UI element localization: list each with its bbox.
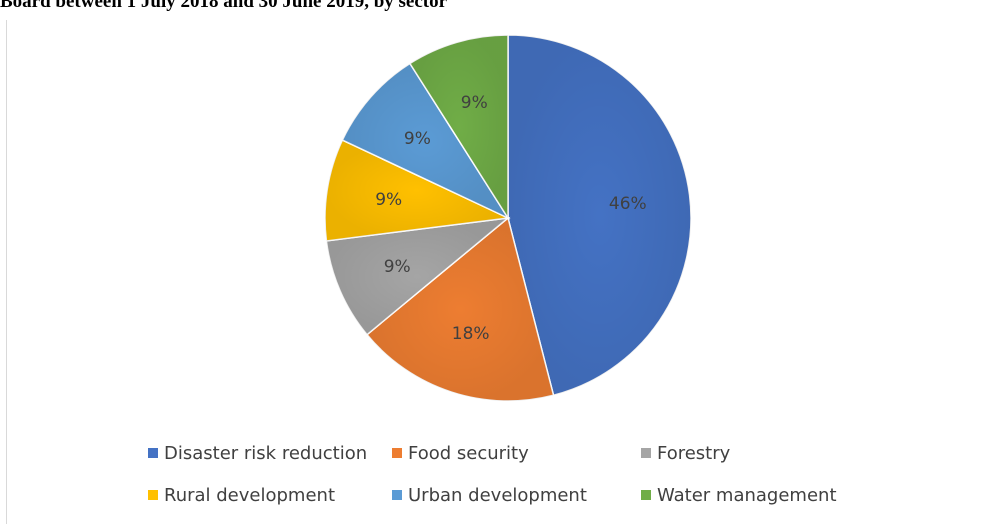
pie-data-labels: 46% 18% 9% 9% 9% 9% xyxy=(375,93,646,344)
data-label-disaster-risk-reduction: 46% xyxy=(609,194,647,214)
legend-item-rural-development: Rural development xyxy=(148,482,335,508)
legend-label: Urban development xyxy=(408,484,587,506)
pie-slices xyxy=(324,34,692,402)
pie-slice-shading xyxy=(324,140,508,241)
legend-label: Forestry xyxy=(657,442,731,464)
legend-item-urban-development: Urban development xyxy=(392,482,587,508)
pie-slice-shading xyxy=(508,35,691,396)
legend-swatch xyxy=(641,490,651,500)
chart-frame-border xyxy=(6,20,7,524)
data-label-urban-development: 9% xyxy=(404,129,431,149)
legend-swatch xyxy=(392,490,402,500)
legend-label: Disaster risk reduction xyxy=(164,442,368,464)
pie-slice-shading xyxy=(409,35,508,218)
legend-label: Food security xyxy=(408,442,529,464)
data-label-water-management: 9% xyxy=(461,93,488,113)
legend-label: Water management xyxy=(657,484,837,506)
data-label-rural-development: 9% xyxy=(375,190,402,210)
pie-slice-shading xyxy=(342,63,508,218)
legend-item-forestry: Forestry xyxy=(641,440,730,466)
legend-swatch xyxy=(392,448,402,458)
pie-slice-shading xyxy=(326,218,508,335)
chart-title: Board between 1 July 2018 and 30 June 20… xyxy=(0,0,448,12)
legend-label: Rural development xyxy=(164,484,335,506)
legend-item-water-management: Water management xyxy=(641,482,837,508)
legend-item-disaster-risk-reduction: Disaster risk reduction xyxy=(148,440,367,466)
pie-chart: 46% 18% 9% 9% 9% 9% xyxy=(324,34,692,402)
pie-slice-shading xyxy=(367,218,554,401)
legend-item-food-security: Food security xyxy=(392,440,529,466)
legend-swatch xyxy=(148,490,158,500)
data-label-forestry: 9% xyxy=(384,257,411,277)
legend-swatch xyxy=(148,448,158,458)
data-label-food-security: 18% xyxy=(452,324,490,344)
legend-swatch xyxy=(641,448,651,458)
